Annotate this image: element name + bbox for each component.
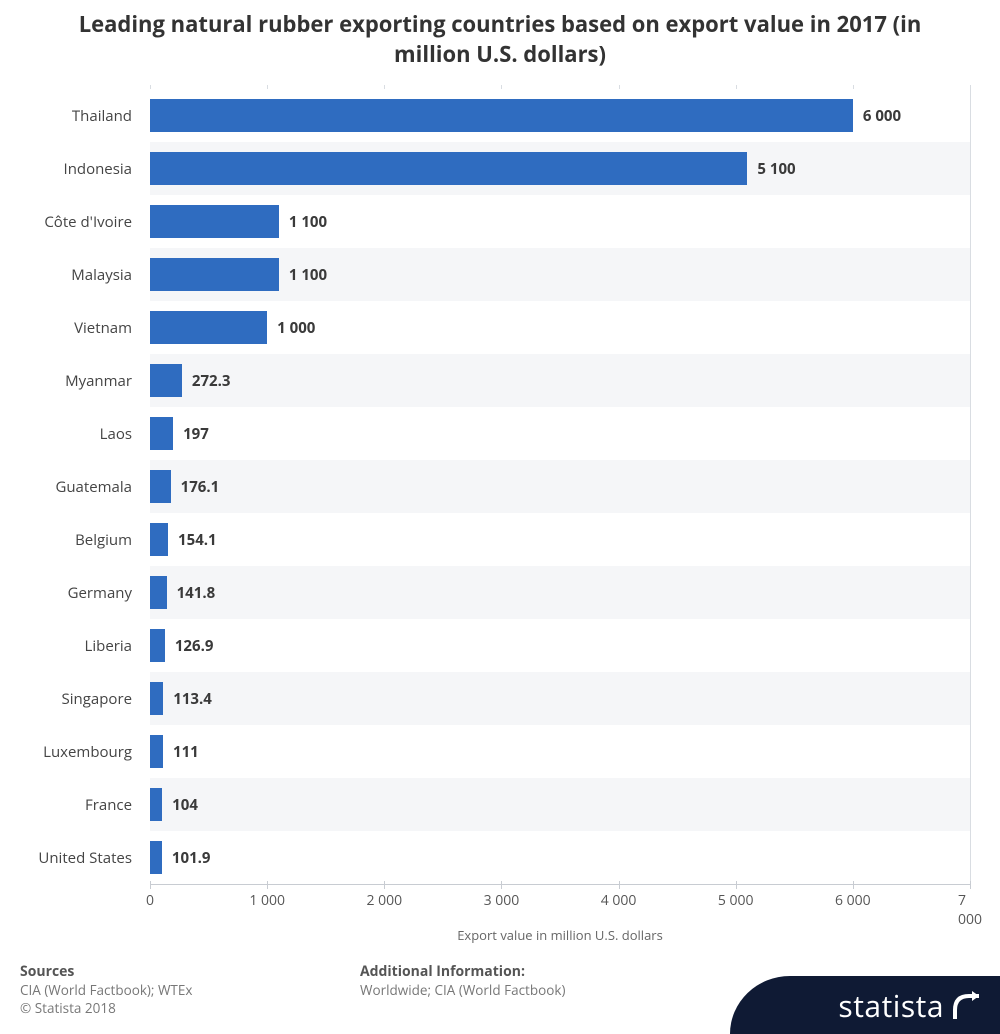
- value-label: 141.8: [177, 583, 216, 603]
- bar: [150, 576, 167, 609]
- category-label: United States: [20, 848, 140, 868]
- bar: [150, 258, 279, 291]
- category-label: Thailand: [20, 106, 140, 126]
- value-label: 1 100: [289, 212, 327, 232]
- bar-row: Singapore113.4: [150, 672, 970, 725]
- bar: [150, 417, 173, 450]
- category-label: Myanmar: [20, 371, 140, 391]
- bar-row: Germany141.8: [150, 566, 970, 619]
- x-tick-label: 5 000: [718, 891, 754, 910]
- value-label: 126.9: [175, 636, 214, 656]
- bar: [150, 788, 162, 821]
- footer: Sources CIA (World Factbook); WTEx © Sta…: [0, 954, 1000, 1034]
- category-label: Côte d'Ivoire: [20, 212, 140, 232]
- chart-title: Leading natural rubber exporting countri…: [0, 0, 1000, 74]
- bar: [150, 470, 171, 503]
- bar: [150, 99, 853, 132]
- x-tick-label: 0: [146, 891, 154, 910]
- category-label: Laos: [20, 424, 140, 444]
- sources-line1: CIA (World Factbook); WTEx: [20, 981, 320, 999]
- bar-row: Belgium154.1: [150, 513, 970, 566]
- x-tick-label: 4 000: [601, 891, 637, 910]
- bar-row: France104: [150, 778, 970, 831]
- category-label: Malaysia: [20, 265, 140, 285]
- category-label: Guatemala: [20, 477, 140, 497]
- category-label: Vietnam: [20, 318, 140, 338]
- value-label: 6 000: [863, 106, 901, 126]
- category-label: Indonesia: [20, 159, 140, 179]
- brand-bar: statista: [730, 976, 1000, 1034]
- sources-heading: Sources: [20, 962, 320, 981]
- footer-sources: Sources CIA (World Factbook); WTEx © Sta…: [0, 954, 340, 1025]
- value-label: 1 000: [277, 318, 315, 338]
- bar: [150, 523, 168, 556]
- x-tick-label: 3 000: [484, 891, 520, 910]
- value-label: 176.1: [181, 477, 220, 497]
- value-label: 113.4: [173, 689, 212, 709]
- sources-line2: © Statista 2018: [20, 999, 320, 1017]
- bar: [150, 205, 279, 238]
- bar-row: Vietnam1 000: [150, 301, 970, 354]
- bar-row: Myanmar272.3: [150, 354, 970, 407]
- x-tick-label: 7 000: [958, 891, 982, 929]
- chart-container: Leading natural rubber exporting countri…: [0, 0, 1000, 1034]
- category-label: Singapore: [20, 689, 140, 709]
- value-label: 5 100: [757, 159, 795, 179]
- category-label: France: [20, 795, 140, 815]
- bar-row: Indonesia5 100: [150, 142, 970, 195]
- bar: [150, 682, 163, 715]
- x-tick-label: 6 000: [835, 891, 871, 910]
- bar: [150, 841, 162, 874]
- bar-row: Malaysia1 100: [150, 248, 970, 301]
- category-label: Belgium: [20, 530, 140, 550]
- bar-row: Guatemala176.1: [150, 460, 970, 513]
- chart-wrap: Thailand6 000Indonesia5 100Côte d'Ivoire…: [20, 89, 980, 944]
- brand-arc-icon: [952, 990, 982, 1020]
- bar: [150, 629, 165, 662]
- bar-row: Laos197: [150, 407, 970, 460]
- category-label: Liberia: [20, 636, 140, 656]
- bar-row: United States101.9: [150, 831, 970, 884]
- x-tick-label: 1 000: [249, 891, 285, 910]
- bar: [150, 735, 163, 768]
- value-label: 272.3: [192, 371, 231, 391]
- plot-area: Thailand6 000Indonesia5 100Côte d'Ivoire…: [150, 89, 970, 884]
- bar: [150, 311, 267, 344]
- value-label: 154.1: [178, 530, 217, 550]
- bar-row: Côte d'Ivoire1 100: [150, 195, 970, 248]
- x-axis: 01 0002 0003 0004 0005 0006 0007 000: [150, 884, 970, 924]
- bar: [150, 364, 182, 397]
- bar-row: Thailand6 000: [150, 89, 970, 142]
- category-label: Germany: [20, 583, 140, 603]
- value-label: 197: [183, 424, 209, 444]
- bar-row: Luxembourg111: [150, 725, 970, 778]
- x-axis-label: Export value in million U.S. dollars: [150, 926, 970, 944]
- brand-text: statista: [838, 985, 944, 1026]
- value-label: 104: [172, 795, 198, 815]
- bar-row: Liberia126.9: [150, 619, 970, 672]
- bar: [150, 152, 747, 185]
- value-label: 111: [173, 742, 199, 762]
- value-label: 101.9: [172, 848, 211, 868]
- category-label: Luxembourg: [20, 742, 140, 762]
- gridline: [970, 85, 971, 888]
- x-tick-label: 2 000: [366, 891, 402, 910]
- value-label: 1 100: [289, 265, 327, 285]
